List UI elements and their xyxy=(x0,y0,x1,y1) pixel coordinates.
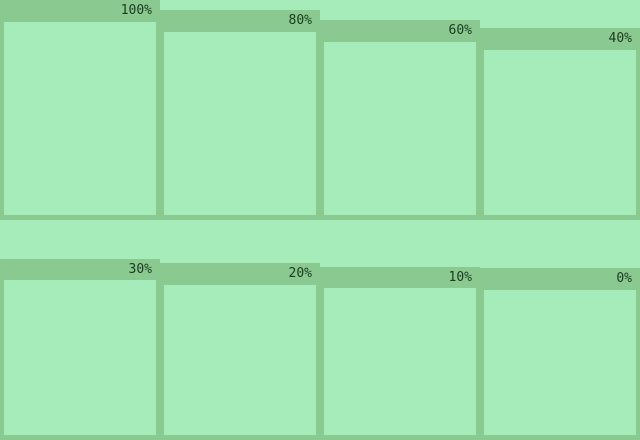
panel-label: 10% xyxy=(448,270,472,285)
panel-0: 0% xyxy=(480,268,640,440)
panel-40: 40% xyxy=(480,28,640,220)
panel-20: 20% xyxy=(160,263,320,440)
panel-80: 80% xyxy=(160,10,320,220)
panel-10: 10% xyxy=(320,267,480,440)
panel-100: 100% xyxy=(0,0,160,220)
panel-label: 30% xyxy=(128,262,152,277)
panel-label: 80% xyxy=(288,13,312,28)
panel-body xyxy=(324,42,476,215)
panel-body xyxy=(484,50,636,215)
panel-label: 40% xyxy=(608,31,632,46)
panel-body xyxy=(4,22,156,215)
panel-60: 60% xyxy=(320,20,480,220)
panel-label: 20% xyxy=(288,266,312,281)
panel-body xyxy=(164,32,316,215)
panel-body xyxy=(324,288,476,435)
panel-label: 100% xyxy=(120,3,152,18)
panel-body xyxy=(164,285,316,435)
panel-body xyxy=(4,280,156,435)
panel-label: 0% xyxy=(616,271,632,286)
panel-body xyxy=(484,290,636,435)
panel-30: 30% xyxy=(0,259,160,440)
panel-label: 60% xyxy=(448,23,472,38)
